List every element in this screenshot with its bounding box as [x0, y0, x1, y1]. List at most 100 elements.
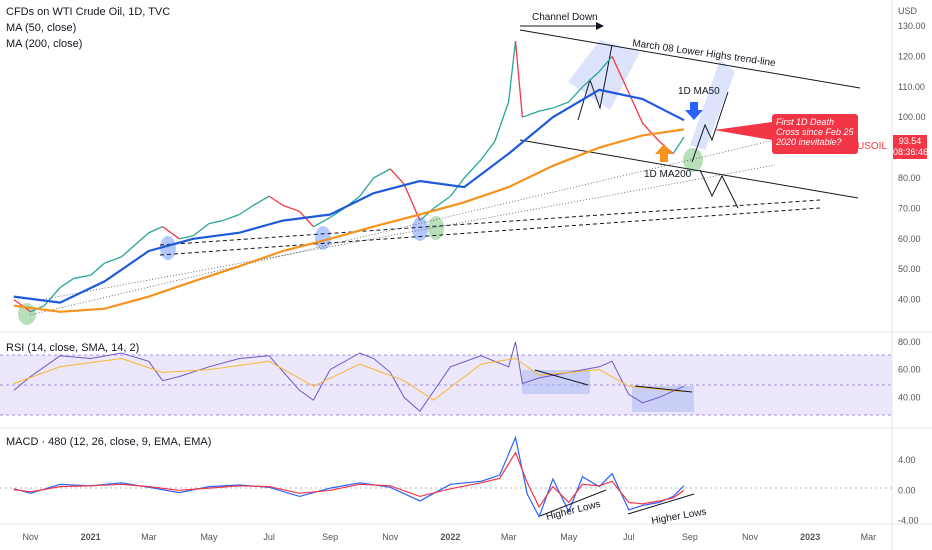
rsi-tick-label: 40.00 [898, 392, 921, 402]
price-segment [642, 122, 660, 142]
time-tick-label: Jul [623, 532, 635, 542]
price-tick-label: 50.00 [898, 264, 921, 274]
macd-axis: -4.00 0.00 4.00 [898, 455, 919, 525]
price-segment [239, 204, 254, 216]
last-price: 93.54 [898, 136, 922, 146]
time-tick-label: May [560, 532, 578, 542]
channel-down-label: Channel Down [532, 12, 598, 23]
channel-bottom-line [519, 139, 859, 199]
price-segment [611, 56, 630, 94]
price-segment [552, 101, 569, 109]
rsi-line[interactable] [13, 341, 685, 412]
long-trend-dotted-1 [29, 139, 776, 316]
macd-higher-lows-1 [539, 489, 607, 517]
price-segment [628, 92, 644, 124]
price-tick-label: 130.00 [898, 21, 926, 31]
ma50-legend[interactable]: MA (50, close) [6, 22, 77, 34]
price-axis: 40.0050.0060.0070.0080.0090.00100.00110.… [898, 21, 926, 305]
price-segment [43, 287, 61, 307]
time-axis: Nov 2021 Mar May Jul Sep Nov 2022 Mar May Jul Sep No… [23, 532, 877, 542]
price-segment [134, 232, 150, 246]
price-segment [59, 277, 75, 288]
price-segment [179, 235, 194, 240]
ma50-arrow-icon [685, 102, 703, 120]
rsi-axis: 40.00 60.00 80.00 [898, 337, 921, 402]
price-segment [373, 168, 391, 179]
price-segment [463, 159, 482, 179]
price-segment [148, 226, 163, 234]
rsi-tick-label: 80.00 [898, 337, 921, 347]
price-segment [389, 168, 405, 185]
price-segment [539, 107, 554, 112]
ma200-line[interactable] [13, 128, 685, 313]
signal-line[interactable] [13, 451, 685, 509]
price-segment [522, 110, 540, 118]
chart-title: CFDs on WTI Crude Oil, 1D, TVC [6, 6, 171, 18]
ma50-line[interactable] [13, 88, 685, 304]
time-tick-label: 2021 [81, 532, 101, 542]
support-dashed-2 [159, 207, 821, 256]
price-segment [120, 244, 136, 258]
macd-tick-label: 4.00 [898, 455, 916, 465]
rsi-tick-label: 60.00 [898, 365, 921, 375]
zigzag-arrow-3 [699, 169, 739, 209]
rsi-lower-highs-2 [634, 385, 693, 393]
price-segment [299, 211, 314, 228]
rsi-sma-line[interactable] [13, 357, 685, 401]
price-segment [514, 41, 524, 118]
price-tick-label: 120.00 [898, 51, 926, 61]
price-segment [104, 256, 122, 264]
macd-legend[interactable]: MACD · 480 (12, 26, close, 9, EMA, EMA) [6, 436, 212, 448]
time-tick-label: 2022 [440, 532, 460, 542]
price-segment [268, 195, 284, 206]
ma200-touch [428, 216, 444, 240]
time-tick-label: Nov [23, 532, 40, 542]
rsi-legend[interactable]: RSI (14, close, SMA, 14, 2) [6, 342, 140, 354]
price-segment [252, 195, 270, 206]
price-tick-label: 40.00 [898, 295, 921, 305]
price-segment [672, 136, 685, 155]
price-segment [282, 204, 300, 213]
ma200-annotation: 1D MA200 [644, 169, 692, 180]
price-segment [480, 141, 496, 161]
rsi-lower-highs-1 [534, 369, 589, 386]
time-tick-label: 2023 [800, 532, 820, 542]
time-tick-label: Mar [501, 532, 517, 542]
price-tick-label: 70.00 [898, 203, 921, 213]
channel-down-arrowhead [596, 22, 604, 30]
price-segment [222, 213, 240, 222]
macd-higher-lows-2 [627, 493, 695, 515]
last-price-badge[interactable]: USOIL 93.54 08:36:46 [857, 135, 929, 159]
ma200-legend[interactable]: MA (200, close) [6, 38, 83, 50]
ma50-annotation: 1D MA50 [678, 86, 720, 97]
channel-projection-2 [690, 60, 735, 150]
time-tick-label: Sep [682, 532, 698, 542]
price-segment [582, 71, 600, 88]
macd-tick-label: -4.00 [898, 515, 919, 525]
time-tick-label: Sep [322, 532, 338, 542]
price-tick-label: 100.00 [898, 112, 926, 122]
time-tick-label: Nov [382, 532, 399, 542]
price-segment [494, 101, 510, 142]
lower-highs-label: March 08 Lower Highs trend-line [632, 38, 777, 69]
price-segment [13, 299, 31, 313]
price-tick-label: 110.00 [898, 82, 925, 92]
price-segment [73, 274, 91, 279]
price-segment [90, 262, 105, 276]
price-segment [433, 195, 451, 209]
time-tick-label: May [200, 532, 218, 542]
currency-label: USD [898, 6, 918, 16]
macd-line[interactable] [13, 435, 685, 519]
ma50-touch-1 [160, 236, 176, 260]
time-tick-label: Nov [742, 532, 759, 542]
channel-top-line [519, 29, 861, 89]
zigzag-arrow-2 [691, 91, 729, 163]
price-segment [507, 41, 517, 103]
price-segment [598, 55, 613, 73]
time-tick-label: Mar [861, 532, 877, 542]
price-tick-label: 60.00 [898, 234, 921, 244]
time-tick-label: Jul [263, 532, 275, 542]
countdown: 08:36:46 [893, 147, 929, 157]
